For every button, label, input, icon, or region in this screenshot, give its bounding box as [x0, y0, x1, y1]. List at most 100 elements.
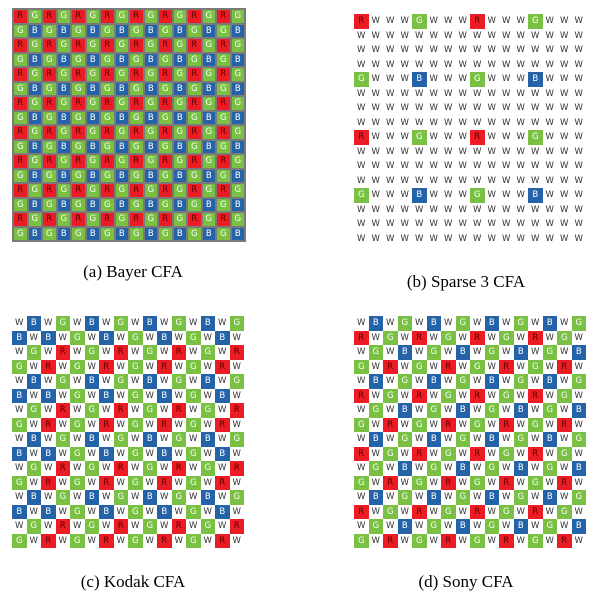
- sony-cell-white-r5-c15: W: [571, 388, 586, 403]
- kodak-cell-white-r15-c11: W: [171, 533, 186, 548]
- sony-cell-red-r1-c12: R: [528, 330, 543, 345]
- sony-cell-white-r15-c1: W: [368, 533, 383, 548]
- sony-cell-white-r6-c2: W: [383, 403, 398, 418]
- bayer-cell-blue-r1-c7: B: [114, 23, 129, 38]
- bayer-cell-blue-r9-c13: B: [201, 139, 216, 154]
- kodak-cell-red-r6-c15: R: [229, 403, 244, 418]
- kodak-cell-red-r7-c10: R: [157, 417, 172, 432]
- sparse-3-cell-white-r1-c12: W: [528, 28, 543, 43]
- sony-cell-red-r7-c14: R: [557, 417, 572, 432]
- bayer-cell-green-r7-c12: G: [187, 110, 202, 125]
- bayer-cell-green-r9-c0: G: [13, 139, 28, 154]
- sony-cell-white-r2-c14: W: [557, 345, 572, 360]
- kodak-cell-green-r10-c13: G: [200, 461, 215, 476]
- sparse-3-cell-green-r8-c12: G: [528, 130, 543, 145]
- kodak-cell-white-r3-c7: W: [113, 359, 128, 374]
- kodak-cell-green-r3-c4: G: [70, 359, 85, 374]
- bayer-cell-red-r10-c12: R: [187, 154, 202, 169]
- kodak-cell-blue-r12-c5: B: [84, 490, 99, 505]
- sony-cell-white-r10-c0: W: [354, 461, 369, 476]
- kodak-cell-red-r2-c15: R: [229, 345, 244, 360]
- sparse-3-cell-green-r0-c4: G: [412, 14, 427, 29]
- sparse-3-cell-white-r6-c0: W: [354, 101, 369, 116]
- kodak-cell-green-r15-c0: G: [12, 533, 27, 548]
- sony-cell-white-r0-c10: W: [499, 316, 514, 331]
- kodak-cell-blue-r0-c13: B: [200, 316, 215, 331]
- kodak-cell-white-r0-c4: W: [70, 316, 85, 331]
- kodak-cell-white-r4-c8: W: [128, 374, 143, 389]
- sparse-3-cell-white-r12-c13: W: [542, 188, 557, 203]
- bayer-cell-green-r3-c4: G: [71, 52, 86, 67]
- sony-cell-red-r5-c0: R: [354, 388, 369, 403]
- sony-cell-green-r4-c11: G: [513, 374, 528, 389]
- sony-cell-blue-r12-c1: B: [368, 490, 383, 505]
- sparse-3-cell-white-r9-c6: W: [441, 144, 456, 159]
- sparse-3-cell-white-r10-c10: W: [499, 159, 514, 174]
- sparse-3-cell-white-r13-c5: W: [426, 202, 441, 217]
- sparse-3-cell-white-r10-c1: W: [368, 159, 383, 174]
- bayer-cell-green-r13-c6: G: [100, 197, 115, 212]
- sparse-3-cell-white-r8-c7: W: [455, 130, 470, 145]
- bayer-cell-green-r6-c9: G: [143, 96, 158, 111]
- sparse-3-cell-white-r15-c8: W: [470, 231, 485, 246]
- bayer-cell-green-r5-c4: G: [71, 81, 86, 96]
- kodak-cell-red-r6-c11: R: [171, 403, 186, 418]
- bayer-cell-blue-r1-c13: B: [201, 23, 216, 38]
- bayer-cell-green-r7-c2: G: [42, 110, 57, 125]
- sony-cell-white-r5-c3: W: [397, 388, 412, 403]
- sparse-3-cell-white-r0-c3: W: [397, 14, 412, 29]
- sparse-3-cell-white-r8-c5: W: [426, 130, 441, 145]
- kodak-cell-green-r11-c12: G: [186, 475, 201, 490]
- bayer-cell-green-r11-c6: G: [100, 168, 115, 183]
- sony-cell-white-r9-c15: W: [571, 446, 586, 461]
- bayer-cell-blue-r1-c1: B: [27, 23, 42, 38]
- kodak-cell-white-r14-c0: W: [12, 519, 27, 534]
- bayer-cfa-caption: (a) Bayer CFA: [83, 262, 183, 281]
- bayer-cell-blue-r9-c1: B: [27, 139, 42, 154]
- sparse-3-cell-white-r5-c3: W: [397, 86, 412, 101]
- sony-cell-white-r8-c4: W: [412, 432, 427, 447]
- kodak-cell-white-r5-c1: W: [26, 388, 41, 403]
- sparse-3-cell-white-r15-c12: W: [528, 231, 543, 246]
- sparse-3-cell-white-r6-c9: W: [484, 101, 499, 116]
- kodak-cell-white-r9-c3: W: [55, 446, 70, 461]
- kodak-cell-red-r10-c7: R: [113, 461, 128, 476]
- kodak-cell-blue-r4-c1: B: [26, 374, 41, 389]
- kodak-cell-white-r3-c1: W: [26, 359, 41, 374]
- bayer-cell-green-r15-c2: G: [42, 226, 57, 241]
- kodak-cell-white-r4-c12: W: [186, 374, 201, 389]
- kodak-cell-white-r2-c12: W: [186, 345, 201, 360]
- bayer-cell-blue-r1-c9: B: [143, 23, 158, 38]
- kodak-cell-green-r1-c4: G: [70, 330, 85, 345]
- bayer-cell-red-r6-c4: R: [71, 96, 86, 111]
- sony-cell-green-r15-c12: G: [528, 533, 543, 548]
- kodak-cell-green-r14-c13: G: [200, 519, 215, 534]
- bayer-cell-blue-r13-c9: B: [143, 197, 158, 212]
- bayer-cell-blue-r5-c7: B: [114, 81, 129, 96]
- sparse-3-cell-white-r14-c11: W: [513, 217, 528, 232]
- bayer-cell-green-r4-c7: G: [114, 67, 129, 82]
- bayer-cell-blue-r1-c5: B: [85, 23, 100, 38]
- bayer-cell-blue-r7-c11: B: [172, 110, 187, 125]
- sony-cell-white-r15-c5: W: [426, 533, 441, 548]
- sparse-3-cell-white-r0-c9: W: [484, 14, 499, 29]
- sony-cell-blue-r10-c11: B: [513, 461, 528, 476]
- kodak-cell-white-r0-c8: W: [128, 316, 143, 331]
- sparse-3-cell-white-r1-c6: W: [441, 28, 456, 43]
- bayer-cell-blue-r15-c7: B: [114, 226, 129, 241]
- bayer-cell-green-r15-c10: G: [158, 226, 173, 241]
- sparse-3-cell-white-r1-c15: W: [571, 28, 586, 43]
- kodak-cell-white-r10-c6: W: [99, 461, 114, 476]
- sony-cell-white-r5-c1: W: [368, 388, 383, 403]
- kodak-cell-white-r10-c4: W: [70, 461, 85, 476]
- kodak-cell-green-r1-c8: G: [128, 330, 143, 345]
- bayer-cell-red-r2-c14: R: [216, 38, 231, 53]
- kodak-cell-green-r4-c7: G: [113, 374, 128, 389]
- sony-cell-white-r15-c9: W: [484, 533, 499, 548]
- kodak-cell-green-r0-c11: G: [171, 316, 186, 331]
- bayer-cell-green-r3-c6: G: [100, 52, 115, 67]
- sony-cell-blue-r8-c9: B: [484, 432, 499, 447]
- kodak-cell-white-r0-c6: W: [99, 316, 114, 331]
- kodak-cell-white-r12-c2: W: [41, 490, 56, 505]
